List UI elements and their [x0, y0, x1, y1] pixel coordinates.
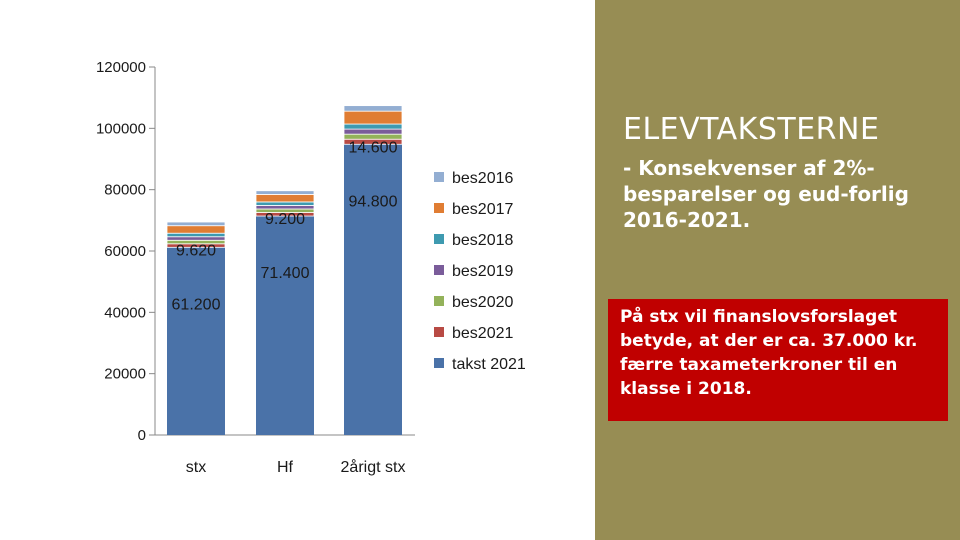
bar-segment [255, 201, 315, 206]
panel-subtitle: - Konsekvenser af 2%-besparelser og eud-… [623, 156, 909, 232]
bar-segment [255, 205, 315, 210]
data-label-takst: 71.400 [261, 265, 310, 282]
bar-segment [343, 123, 403, 130]
y-tick-label: 60000 [104, 243, 146, 260]
data-label-savings: 14.600 [349, 139, 398, 156]
y-tick-label: 40000 [104, 304, 146, 321]
stacked-bar-chart: 0 20000 40000 60000 80000 100000 120000 stx 61.2… [96, 59, 526, 476]
legend-label: bes2018 [452, 232, 513, 249]
data-label-savings: 9.200 [265, 211, 305, 228]
legend-swatch [434, 172, 444, 182]
bar-segment [343, 128, 403, 135]
legend-label: bes2019 [452, 263, 513, 280]
bar-segment [344, 144, 402, 435]
bar-segment [256, 216, 314, 435]
x-tick-label: stx [186, 459, 206, 476]
bar-segment [166, 232, 226, 238]
legend-label: bes2017 [452, 201, 513, 218]
legend-swatch [434, 234, 444, 244]
legend-label: bes2021 [452, 325, 513, 342]
y-tick-label: 20000 [104, 366, 146, 383]
legend-label: bes2020 [452, 294, 513, 311]
data-label-takst: 61.200 [172, 296, 221, 313]
side-panel [595, 0, 960, 540]
panel-title: ELEVTAKSTERNE [623, 112, 880, 147]
legend-swatch [434, 265, 444, 275]
legend-swatch [434, 296, 444, 306]
x-tick-label: 2årigt stx [341, 458, 406, 476]
x-tick-label: Hf [277, 459, 294, 476]
y-tick-label: 100000 [96, 120, 146, 137]
bar-segment [166, 221, 226, 227]
y-tick-label: 80000 [104, 182, 146, 199]
callout-box: På stx vil finanslovsforslaget betyde, a… [608, 299, 948, 421]
data-label-takst: 94.800 [349, 193, 398, 210]
bar-segment [167, 247, 225, 435]
bar-segment [166, 236, 226, 241]
y-tick-label: 0 [138, 427, 146, 444]
legend-label: takst 2021 [452, 356, 526, 373]
bar-segment [343, 110, 403, 125]
legend-swatch [434, 327, 444, 337]
legend-swatch [434, 358, 444, 368]
bar-segment [343, 105, 403, 112]
bar-segment [166, 225, 226, 234]
data-label-savings: 9.620 [176, 242, 216, 259]
legend-swatch [434, 203, 444, 213]
y-tick-label: 120000 [96, 59, 146, 76]
legend-label: bes2016 [452, 170, 513, 187]
bar-segment [255, 194, 315, 203]
bar-segment [255, 190, 315, 195]
